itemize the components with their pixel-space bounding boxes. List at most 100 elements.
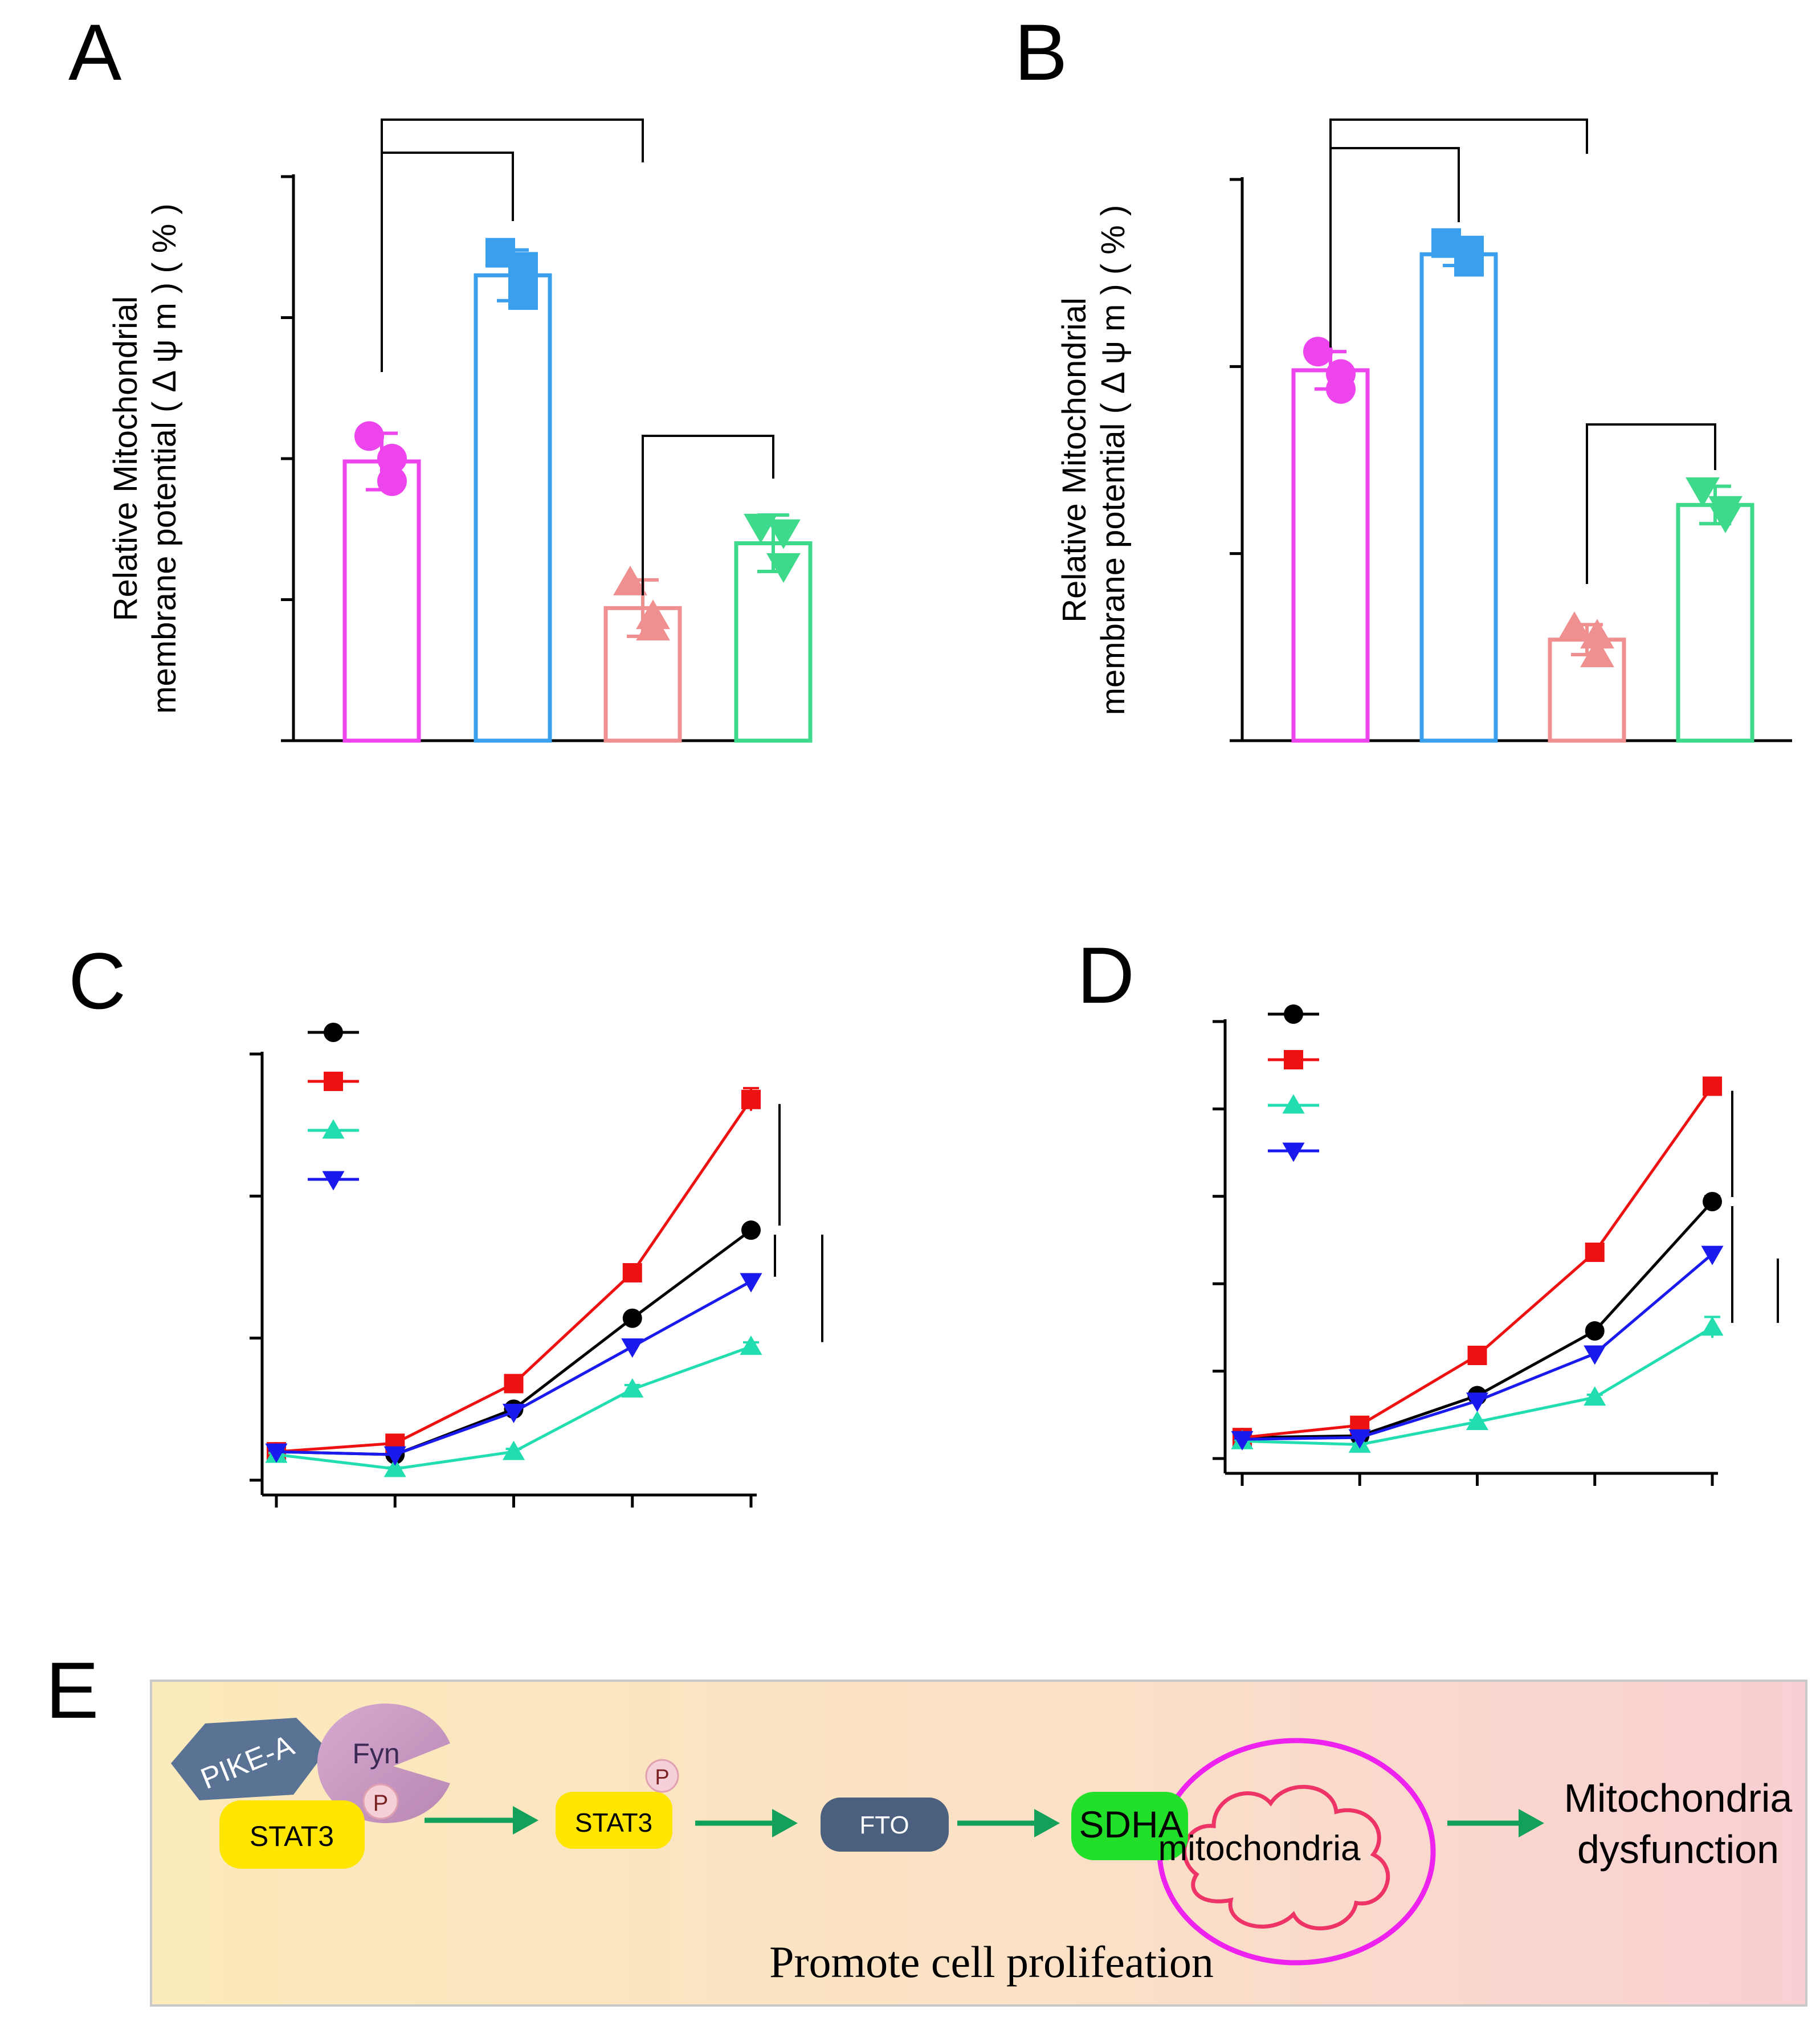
data-point (377, 444, 407, 473)
fyn-node: Fyn (317, 1704, 450, 1824)
data-point (502, 1403, 525, 1423)
fyn-label: Fyn (352, 1738, 399, 1770)
arrow-4 (1447, 1809, 1544, 1837)
data-point (621, 1338, 644, 1358)
data-point (1585, 1321, 1605, 1341)
data-point (1466, 1411, 1489, 1431)
data-point (377, 466, 407, 496)
panel-letter-a: A (68, 7, 122, 97)
data-point (508, 280, 538, 310)
phospho-label-2: P (655, 1766, 669, 1790)
arrow-1 (425, 1806, 538, 1835)
data-point (1701, 1245, 1724, 1265)
data-point (1580, 638, 1614, 668)
legend-marker (1282, 1094, 1305, 1114)
data-point (741, 1089, 761, 1109)
fyn-shape (317, 1704, 450, 1824)
data-point (1466, 1392, 1489, 1412)
pathway-diagram: PIKE-A Fyn STAT3 P STAT3 P FTO (150, 1680, 1807, 2007)
data-point (766, 553, 801, 583)
legend-marker (1282, 1142, 1305, 1162)
data-point (1701, 1316, 1724, 1336)
arrow-3 (957, 1809, 1060, 1837)
diagram-footer: Promote cell prolifeation (769, 1937, 1214, 1987)
data-point (1585, 1242, 1605, 1262)
stat3-complex-node (219, 1800, 365, 1869)
panel-letter-d: D (1077, 930, 1135, 1020)
stat3-complex-label: STAT3 (250, 1820, 334, 1852)
phospho-badge-1 (362, 1783, 399, 1820)
significance-bracket (1586, 423, 1716, 584)
data-point (504, 1374, 524, 1394)
data-point (621, 1378, 644, 1398)
data-point (502, 1440, 525, 1460)
legend-marker (324, 1023, 343, 1042)
mitochondria-cristae (1182, 1784, 1390, 1931)
pike-a-node: PIKE-A (171, 1718, 328, 1800)
data-point (1708, 503, 1743, 533)
legend-marker (322, 1171, 345, 1191)
bar (1291, 368, 1370, 743)
pike-a-shape (171, 1718, 328, 1800)
phospho-badge-2 (645, 1759, 679, 1793)
data-point (613, 565, 647, 595)
data-point (265, 1443, 288, 1463)
data-point (740, 1273, 762, 1293)
data-point (1467, 1345, 1487, 1365)
series-line (276, 1098, 753, 1453)
y-axis-label-line-2: membrane potential ( Δ ψ m ) ( % ) (1095, 205, 1132, 716)
data-point (1557, 611, 1592, 642)
series-line (276, 1280, 752, 1456)
panel-letter-e: E (46, 1645, 99, 1735)
data-point (1703, 1076, 1722, 1096)
y-axis-label: Relative Mitochondrialmembrane potential… (1056, 205, 1132, 716)
mitochondria-node: SDHA mitochondria (1071, 1738, 1436, 1966)
data-point (636, 611, 670, 641)
data-point (1231, 1431, 1254, 1451)
data-point (1584, 1386, 1606, 1406)
bar (342, 459, 421, 743)
significance-bracket (642, 435, 774, 595)
panel-letter-b: B (1014, 7, 1067, 97)
outcome-line-2: dysfunction (1577, 1827, 1779, 1872)
y-axis-label: Relative Mitochondrialmembrane potential… (107, 203, 183, 714)
stat3-label: STAT3 (575, 1808, 652, 1837)
data-point (354, 421, 384, 451)
significance-bracket (1329, 119, 1588, 308)
outcome-line-1: Mitochondria (1564, 1776, 1793, 1820)
legend-marker (1284, 1050, 1303, 1069)
significance-bracket (381, 119, 644, 339)
sdha-node (1071, 1792, 1188, 1860)
arrow-2 (695, 1809, 798, 1837)
bar-chart-a: Relative Mitochondrialmembrane potential… (107, 119, 813, 743)
legend-marker (324, 1072, 343, 1091)
phospho-label-1: P (373, 1791, 389, 1816)
line-chart-d (1213, 1004, 1779, 1486)
data-point (1703, 1192, 1722, 1212)
legend-marker (322, 1119, 345, 1139)
data-point (622, 1308, 642, 1328)
panel-letter-c: C (68, 936, 126, 1026)
data-point (766, 519, 801, 549)
data-point (1303, 337, 1333, 367)
data-point (383, 1446, 406, 1466)
legend-marker (1284, 1004, 1303, 1024)
stat3-node (556, 1792, 672, 1849)
data-point (1454, 247, 1484, 277)
fto-label: FTO (859, 1811, 909, 1839)
bar (1676, 503, 1754, 743)
data-point (383, 1457, 406, 1477)
series-line (1242, 1085, 1714, 1439)
bar (474, 273, 552, 743)
data-point (741, 1220, 761, 1240)
line-chart-c (250, 1023, 823, 1508)
data-point (508, 252, 538, 282)
data-point (1580, 619, 1614, 649)
bar-chart-b: Relative Mitochondrialmembrane potential… (1056, 119, 1792, 743)
sdha-label: SDHA (1079, 1803, 1183, 1845)
data-point (1584, 1345, 1606, 1365)
y-axis-label-line-2: membrane potential ( Δ ψ m ) ( % ) (146, 203, 183, 714)
data-point (1348, 1429, 1371, 1449)
fto-node (821, 1798, 949, 1852)
